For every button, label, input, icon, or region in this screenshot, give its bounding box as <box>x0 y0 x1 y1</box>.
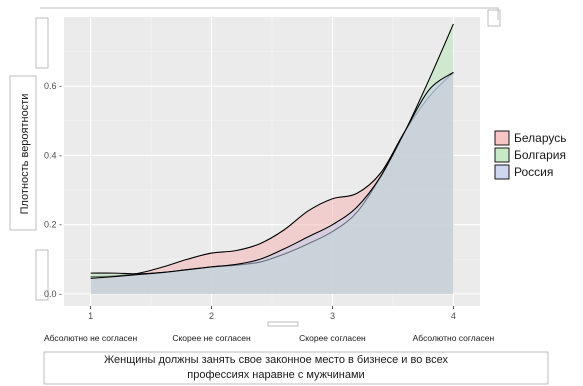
caption-frame <box>43 351 549 385</box>
legend-swatch-1 <box>494 147 510 163</box>
legend-swatch-0 <box>494 130 510 146</box>
left-frame-top <box>35 17 49 69</box>
density-area-2 <box>90 72 454 294</box>
x-axis-ticks: 1 2 3 4 <box>88 306 456 321</box>
y-tick-label-1: 0.2 - <box>44 220 62 230</box>
x-tick-label-1: 2 <box>209 311 214 321</box>
category-label-2: Скорее согласен <box>299 333 366 343</box>
category-labels: Абсолютно не согласен Скорее не согласен С… <box>44 333 494 343</box>
category-label-3: Абсолютно согласен <box>413 333 495 343</box>
y-axis-ticks: 0.0 - 0.2 - 0.4 - 0.6 - <box>44 81 62 299</box>
y-tick-label-0: 0.0 - <box>44 289 62 299</box>
density-line-2 <box>90 71 454 279</box>
legend: Беларусь Болгария Россия <box>494 130 566 180</box>
left-frame-bottom <box>35 249 49 301</box>
decorative-frames <box>9 7 549 385</box>
x-tick-label-3: 4 <box>451 311 456 321</box>
axis-frame <box>267 321 299 327</box>
y-tick-label-3: 0.6 - <box>44 81 62 91</box>
density-areas <box>90 23 454 294</box>
density-line-0 <box>90 71 454 278</box>
y-axis-label: Плотность вероятности <box>19 94 31 215</box>
top-right-frame <box>487 9 501 27</box>
category-label-0: Абсолютно не согласен <box>44 333 138 343</box>
legend-label-2: Россия <box>514 165 553 179</box>
x-tick-label-2: 3 <box>330 311 335 321</box>
legend-swatch-2 <box>494 164 510 180</box>
ylabel-frame <box>9 75 37 231</box>
top-frame <box>40 7 499 20</box>
legend-label-0: Беларусь <box>514 131 566 145</box>
category-label-1: Скорее не согласен <box>172 333 251 343</box>
x-tick-label-0: 1 <box>88 311 93 321</box>
legend-label-1: Болгария <box>514 148 566 162</box>
x-axis-label-line-1: Женщины должны занять свое законное мест… <box>104 354 448 366</box>
x-axis-label-line-2: профессиях наравне с мужчинами <box>187 369 364 381</box>
y-tick-label-2: 0.4 - <box>44 150 62 160</box>
